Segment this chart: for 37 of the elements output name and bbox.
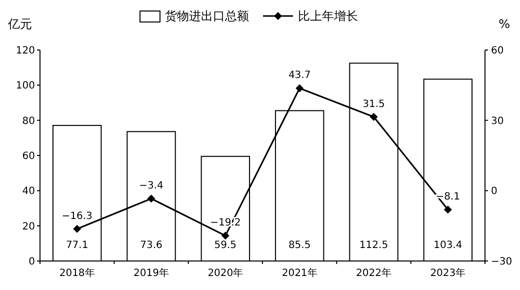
y2-tick-label: 0 (491, 186, 498, 198)
data-label: 77.1 (66, 240, 88, 251)
point (296, 84, 304, 92)
data-label: 43.7 (288, 70, 311, 82)
y-tick-label: 100 (16, 80, 35, 92)
legend-label: 比上年增长 (298, 9, 358, 23)
y-tick-label: 120 (16, 46, 35, 56)
y-tick-label: 80 (22, 116, 35, 127)
data-label: 112.5 (359, 240, 388, 251)
data-label: 103.4 (434, 240, 462, 251)
point (73, 224, 82, 233)
y-axis-title: 亿元 (7, 17, 32, 31)
data-label: 31.5 (362, 98, 385, 110)
y2-tick-label: 60 (491, 46, 504, 56)
y2-axis-title: % (498, 17, 510, 31)
y2-tick-label: 30 (491, 116, 504, 127)
data-label: 73.6 (140, 240, 162, 251)
point (147, 194, 156, 203)
data-label: −3.4 (139, 180, 164, 192)
y2-tick-label: −30 (491, 256, 512, 268)
y-tick-label: 60 (22, 151, 35, 162)
data-label: −16.3 (62, 210, 92, 222)
point (221, 232, 230, 240)
y-tick-label: 0 (28, 256, 35, 268)
x-tick-label: 2022年 (356, 267, 392, 279)
x-tick-label: 2019年 (134, 267, 169, 279)
y-tick-label: 40 (22, 186, 35, 198)
x-tick-label: 2021年 (282, 267, 318, 279)
data-label: 85.5 (288, 240, 311, 251)
point (370, 112, 378, 121)
data-label: 59.5 (214, 240, 237, 251)
x-tick-label: 2023年 (430, 267, 466, 279)
x-tick-label: 2018年 (59, 267, 95, 279)
x-tick-label: 2020年 (208, 267, 244, 279)
point (444, 206, 452, 214)
y-tick-label: 20 (22, 221, 35, 232)
legend-label: 货物进出口总额 (165, 9, 249, 23)
